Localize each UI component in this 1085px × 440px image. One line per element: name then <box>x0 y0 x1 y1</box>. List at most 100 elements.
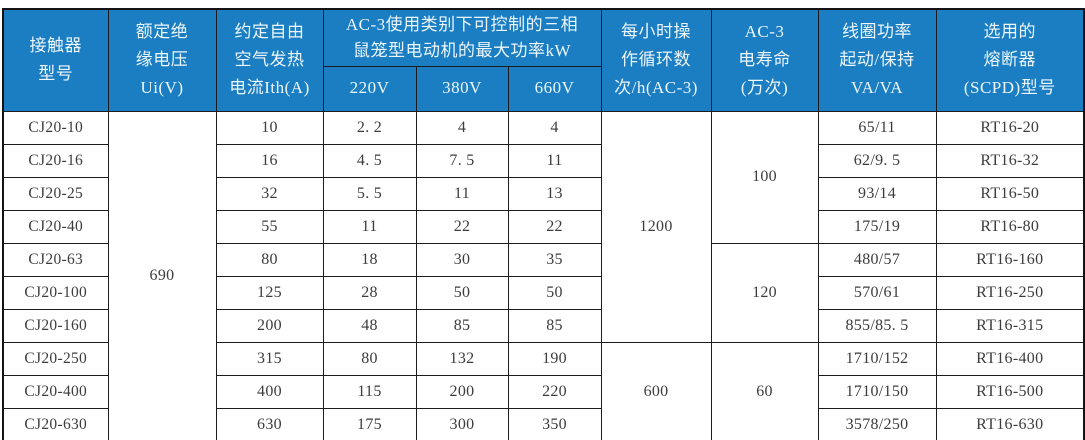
header-kw-group: AC-3使用类别下可控制的三相 鼠笼型电动机的最大功率kW <box>322 8 602 67</box>
cell-kw220: 2. 2 <box>322 110 417 145</box>
cell-kw220: 80 <box>322 341 417 376</box>
header-thermal-current: 约定自由 空气发热 电流Ith(A) <box>215 8 324 112</box>
cell-cycles-merged: 600 <box>600 341 712 440</box>
cell-life-merged: 100 <box>710 110 819 244</box>
cell-model: CJ20-16 <box>2 143 109 178</box>
cell-fuse: RT16-160 <box>935 242 1085 277</box>
cell-model: CJ20-25 <box>2 176 109 211</box>
header-fuse-type: 选用的 熔断器 (SCPD)型号 <box>935 8 1085 112</box>
cell-ith: 16 <box>215 143 324 178</box>
cell-ith: 55 <box>215 209 324 244</box>
header-coil-power: 线圈功率 起动/保持 VA/VA <box>817 8 937 112</box>
cell-coil: 1710/152 <box>817 341 937 376</box>
cell-kw220: 48 <box>322 308 417 343</box>
cell-ith: 315 <box>215 341 324 376</box>
table-row: CJ20-100 125 28 50 50 570/61 RT16-250 <box>2 275 1085 310</box>
contactor-spec-table: 接触器 型号 额定绝 缘电压 Ui(V) 约定自由 空气发热 电流Ith(A) … <box>2 8 1085 440</box>
cell-ith: 200 <box>215 308 324 343</box>
cell-kw660: 350 <box>507 407 602 440</box>
cell-coil: 93/14 <box>817 176 937 211</box>
table-row: CJ20-400 400 115 200 220 1710/150 RT16-5… <box>2 374 1085 409</box>
table-row: CJ20-10 690 10 2. 2 4 4 1200 100 65/11 R… <box>2 110 1085 440</box>
cell-cycles-merged: 1200 <box>600 110 712 343</box>
cell-coil: 480/57 <box>817 242 937 277</box>
cell-fuse: RT16-50 <box>935 176 1085 211</box>
table-row: CJ20-630 630 175 300 350 3578/250 RT16-6… <box>2 407 1085 440</box>
cell-kw660: 4 <box>507 110 602 145</box>
cell-ith: 80 <box>215 242 324 277</box>
cell-kw660: 190 <box>507 341 602 376</box>
cell-model: CJ20-40 <box>2 209 109 244</box>
header-cycles-per-hour: 每小时操 作循环数 次/h(AC-3) <box>600 8 712 112</box>
cell-kw660: 22 <box>507 209 602 244</box>
cell-kw380: 50 <box>415 275 509 310</box>
table-row: CJ20-16 16 4. 5 7. 5 11 62/9. 5 RT16-32 <box>2 143 1085 178</box>
header-model: 接触器 型号 <box>2 8 109 112</box>
cell-life-merged: 120 <box>710 242 819 343</box>
cell-coil: 175/19 <box>817 209 937 244</box>
table-row: CJ20-25 32 5. 5 11 13 93/14 RT16-50 <box>2 176 1085 211</box>
cell-ith: 125 <box>215 275 324 310</box>
cell-fuse: RT16-500 <box>935 374 1085 409</box>
cell-model: CJ20-10 <box>2 110 109 145</box>
cell-fuse: RT16-80 <box>935 209 1085 244</box>
cell-model: CJ20-400 <box>2 374 109 409</box>
table-row: CJ20-40 55 11 22 22 175/19 RT16-80 <box>2 209 1085 244</box>
cell-coil: 65/11 <box>817 110 937 145</box>
cell-fuse: RT16-20 <box>935 110 1085 145</box>
cell-kw660: 50 <box>507 275 602 310</box>
cell-ith: 32 <box>215 176 324 211</box>
cell-kw660: 35 <box>507 242 602 277</box>
cell-kw380: 132 <box>415 341 509 376</box>
cell-kw380: 11 <box>415 176 509 211</box>
cell-kw220: 5. 5 <box>322 176 417 211</box>
cell-fuse: RT16-315 <box>935 308 1085 343</box>
cell-coil: 855/85. 5 <box>817 308 937 343</box>
table-header: 接触器 型号 额定绝 缘电压 Ui(V) 约定自由 空气发热 电流Ith(A) … <box>2 8 1085 112</box>
cell-model: CJ20-63 <box>2 242 109 277</box>
cell-life-merged: 60 <box>710 341 819 440</box>
cell-fuse: RT16-630 <box>935 407 1085 440</box>
cell-kw660: 85 <box>507 308 602 343</box>
cell-ith: 400 <box>215 374 324 409</box>
cell-coil: 62/9. 5 <box>817 143 937 178</box>
cell-model: CJ20-250 <box>2 341 109 376</box>
header-row-group: 接触器 型号 额定绝 缘电压 Ui(V) 约定自由 空气发热 电流Ith(A) … <box>2 8 1085 112</box>
cell-ith: 630 <box>215 407 324 440</box>
cell-fuse: RT16-32 <box>935 143 1085 178</box>
header-380v: 380V <box>415 65 509 112</box>
cell-kw220: 175 <box>322 407 417 440</box>
cell-kw660: 11 <box>507 143 602 178</box>
cell-kw660: 13 <box>507 176 602 211</box>
cell-model: CJ20-160 <box>2 308 109 343</box>
cell-ith: 10 <box>215 110 324 145</box>
cell-kw220: 11 <box>322 209 417 244</box>
cell-kw380: 7. 5 <box>415 143 509 178</box>
cell-kw220: 4. 5 <box>322 143 417 178</box>
cell-ui-merged: 690 <box>107 110 217 440</box>
cell-kw220: 115 <box>322 374 417 409</box>
cell-coil: 1710/150 <box>817 374 937 409</box>
cell-model: CJ20-630 <box>2 407 109 440</box>
cell-kw660: 220 <box>507 374 602 409</box>
table-body: CJ20-10 690 10 2. 2 4 4 1200 100 65/11 R… <box>2 110 1085 440</box>
cell-fuse: RT16-250 <box>935 275 1085 310</box>
cell-coil: 570/61 <box>817 275 937 310</box>
cell-kw380: 85 <box>415 308 509 343</box>
cell-kw380: 30 <box>415 242 509 277</box>
table-row: CJ20-250 315 80 132 190 600 60 1710/152 … <box>2 341 1085 440</box>
header-660v: 660V <box>507 65 602 112</box>
cell-fuse: RT16-400 <box>935 341 1085 376</box>
header-electrical-life: AC-3 电寿命 (万次) <box>710 8 819 112</box>
cell-kw380: 200 <box>415 374 509 409</box>
cell-kw380: 4 <box>415 110 509 145</box>
header-220v: 220V <box>322 65 417 112</box>
cell-kw380: 300 <box>415 407 509 440</box>
header-insulation-voltage: 额定绝 缘电压 Ui(V) <box>107 8 217 112</box>
header-row-voltages: 220V 380V 660V <box>3 65 1084 112</box>
table-row: CJ20-63 80 18 30 35 120 480/57 RT16-160 <box>2 242 1085 343</box>
cell-kw220: 18 <box>322 242 417 277</box>
cell-kw380: 22 <box>415 209 509 244</box>
cell-kw220: 28 <box>322 275 417 310</box>
